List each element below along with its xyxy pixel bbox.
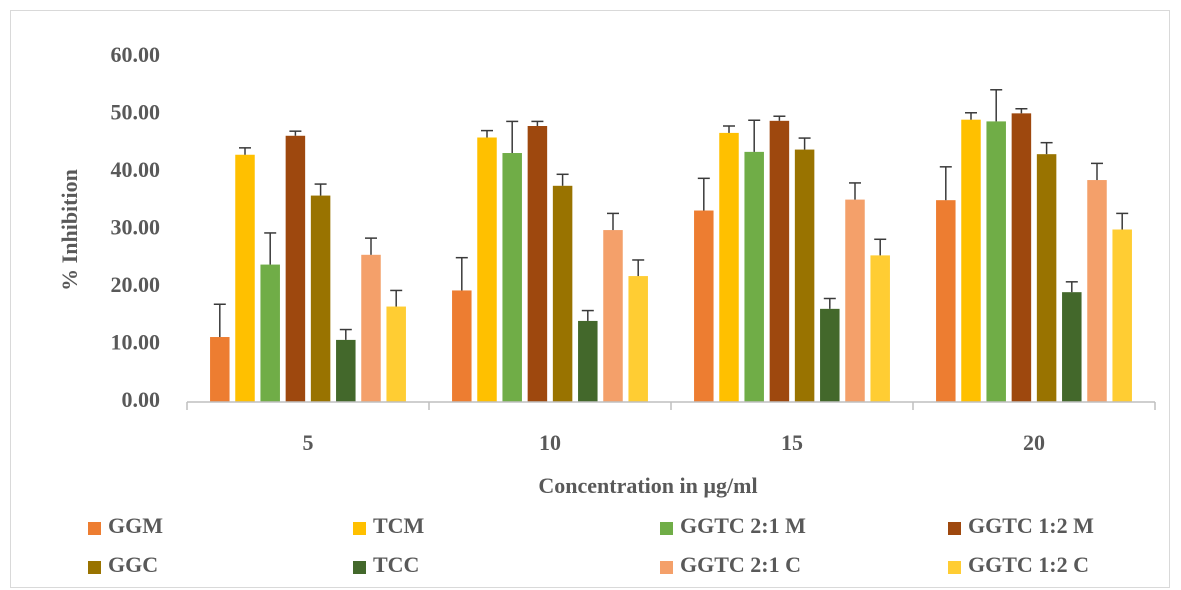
bar xyxy=(870,255,890,402)
plot-area xyxy=(210,89,1132,403)
legend-item: GGC xyxy=(88,552,158,577)
legend-label: GGTC 2:1 C xyxy=(680,552,801,577)
y-tick-label: 40.00 xyxy=(111,157,161,182)
legend-swatch xyxy=(353,522,366,535)
bar xyxy=(794,149,815,402)
bar xyxy=(936,200,956,402)
bar xyxy=(845,199,865,402)
bar xyxy=(961,119,981,403)
bar xyxy=(1011,113,1032,402)
bar xyxy=(210,337,230,402)
bar xyxy=(986,121,1006,403)
bar xyxy=(477,137,497,402)
bar xyxy=(1036,154,1057,402)
x-tick-label: 20 xyxy=(1023,430,1045,455)
bar xyxy=(694,210,714,402)
bar xyxy=(719,132,739,402)
legend-swatch xyxy=(660,561,673,574)
bar xyxy=(235,154,255,402)
bar xyxy=(336,339,356,402)
legend-item: GGTC 2:1 M xyxy=(660,513,806,538)
legend-label: GGTC 1:2 M xyxy=(968,513,1094,538)
y-axis-title: % Inhibition xyxy=(57,169,82,291)
bar xyxy=(552,185,573,402)
y-axis-ticks: 0.00 10.00 20.00 30.00 40.00 50.00 60.00 xyxy=(111,42,161,412)
x-axis-title: Concentration in µg/ml xyxy=(538,473,757,498)
bar xyxy=(527,126,548,402)
legend-swatch xyxy=(88,522,101,535)
x-tick-label: 15 xyxy=(781,430,803,455)
bar xyxy=(285,135,306,402)
bar xyxy=(1087,180,1107,402)
y-tick-label: 10.00 xyxy=(111,330,161,355)
legend-item: TCC xyxy=(353,552,419,577)
bar xyxy=(769,120,790,402)
legend-swatch xyxy=(88,561,101,574)
legend-label: TCC xyxy=(373,552,419,577)
bar xyxy=(744,151,764,402)
bar xyxy=(260,264,280,402)
y-tick-label: 20.00 xyxy=(111,272,161,297)
legend-item: GGTC 1:2 M xyxy=(948,513,1094,538)
legend: GGM TCM GGTC 2:1 M GGTC 1:2 M GGC TCC GGTC 2:1… xyxy=(88,513,1094,577)
legend-label: GGC xyxy=(108,552,158,577)
y-tick-label: 30.00 xyxy=(111,215,161,240)
bar xyxy=(1062,292,1082,402)
x-tick-label: 10 xyxy=(539,430,561,455)
legend-swatch xyxy=(948,522,961,535)
bar xyxy=(361,254,381,402)
y-tick-label: 50.00 xyxy=(111,100,161,125)
bar xyxy=(310,195,331,402)
bar xyxy=(603,230,623,402)
x-tick-label: 5 xyxy=(303,430,314,455)
bar xyxy=(628,276,648,402)
bar xyxy=(502,153,522,402)
bar xyxy=(578,320,598,402)
bar xyxy=(386,306,406,402)
legend-item: TCM xyxy=(353,513,425,538)
legend-swatch xyxy=(353,561,366,574)
legend-item: GGTC 2:1 C xyxy=(660,552,801,577)
legend-label: GGTC 1:2 C xyxy=(968,552,1089,577)
bar xyxy=(452,290,472,402)
legend-label: GGTC 2:1 M xyxy=(680,513,806,538)
bar xyxy=(1112,229,1132,402)
x-axis: 5 10 15 20 xyxy=(186,401,1156,455)
legend-item: GGM xyxy=(88,513,163,538)
bar xyxy=(820,308,840,402)
legend-label: GGM xyxy=(108,513,163,538)
y-tick-label: 60.00 xyxy=(111,42,161,67)
legend-label: TCM xyxy=(373,513,425,538)
legend-item: GGTC 1:2 C xyxy=(948,552,1089,577)
legend-swatch xyxy=(660,522,673,535)
legend-swatch xyxy=(948,561,961,574)
y-tick-label: 0.00 xyxy=(122,387,161,412)
